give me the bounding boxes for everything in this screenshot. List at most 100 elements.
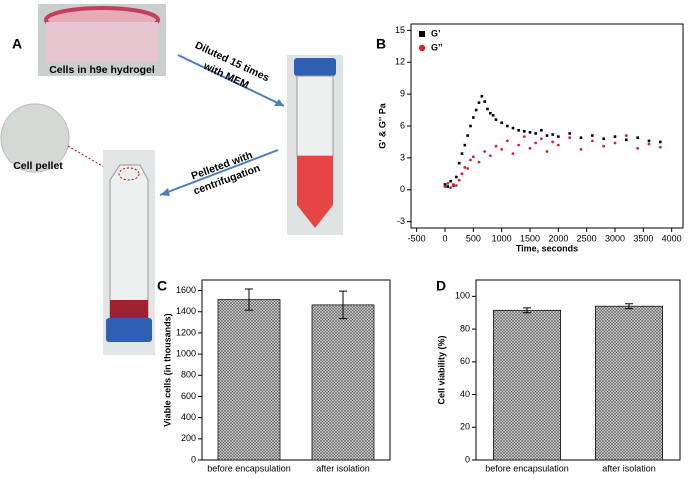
y-tick-label: -3 <box>397 216 405 226</box>
point <box>602 137 605 141</box>
arrow-head <box>160 188 170 196</box>
point <box>443 183 447 186</box>
point <box>446 185 450 188</box>
tube-liquid <box>110 300 148 320</box>
arrow <box>159 149 279 196</box>
point <box>506 124 509 128</box>
error-bar <box>245 288 253 311</box>
point <box>528 146 532 150</box>
x-tick-label: before encapsulation <box>207 463 291 473</box>
point <box>469 158 472 162</box>
point <box>523 130 526 133</box>
point <box>636 146 640 150</box>
point <box>466 167 470 170</box>
tube-cap <box>294 58 336 76</box>
point <box>613 141 617 145</box>
point <box>466 134 469 137</box>
legend-label: G’ <box>431 28 441 38</box>
x-tick-label: 1000 <box>492 233 512 243</box>
y-tick-label: 12 <box>395 57 405 67</box>
point <box>659 140 662 144</box>
point <box>455 175 458 179</box>
point <box>488 154 492 158</box>
legend-marker <box>419 31 425 37</box>
point <box>486 107 489 111</box>
point <box>568 136 572 140</box>
y-tick-label: 80 <box>460 323 470 333</box>
point <box>545 150 549 153</box>
point <box>647 139 651 143</box>
point <box>460 152 464 155</box>
y-tick-label: 0 <box>465 454 470 464</box>
point <box>469 124 472 128</box>
point <box>579 136 583 139</box>
point <box>494 144 498 148</box>
panel-letter: B <box>376 36 386 52</box>
point <box>557 135 560 138</box>
panel-a: A Cells in h9e hydrogel Diluted 15 times… <box>0 4 343 355</box>
panel-letter: A <box>12 36 22 52</box>
zoom-line <box>67 145 117 175</box>
error-bar <box>523 307 531 314</box>
x-tick-label: before encapsulation <box>485 463 569 473</box>
point <box>471 155 475 159</box>
point <box>483 100 486 103</box>
arrow <box>177 54 285 107</box>
plot-frame <box>410 23 684 229</box>
y-tick-label: 15 <box>395 25 405 35</box>
point <box>591 134 594 137</box>
point <box>460 172 464 176</box>
point <box>511 152 515 156</box>
point <box>500 147 504 151</box>
bar <box>492 309 562 461</box>
point <box>658 145 662 149</box>
bar <box>311 304 375 461</box>
point <box>483 150 487 153</box>
x-tick-label: 500 <box>466 233 481 243</box>
tube-body <box>296 75 334 157</box>
point <box>625 138 628 142</box>
x-tick-label: -500 <box>408 233 426 243</box>
point <box>556 143 560 147</box>
point <box>522 135 526 139</box>
point <box>534 132 537 135</box>
y-tick-label: 0 <box>191 454 196 464</box>
pellet-label: Cell pellet <box>13 160 63 172</box>
point <box>474 108 478 112</box>
point <box>449 186 453 190</box>
point <box>545 134 549 137</box>
x-tick-label: 3000 <box>605 233 625 243</box>
y-axis-title: Viable cells (in thousands) <box>162 313 172 426</box>
y-axis-title: G' & G'' Pa <box>377 102 387 148</box>
x-tick-label: 4000 <box>662 233 682 243</box>
y-tick-label: 3 <box>400 152 405 162</box>
tube-body <box>109 164 149 319</box>
point <box>494 118 498 121</box>
x-tick-label: after isolation <box>602 463 656 473</box>
point <box>472 116 475 119</box>
y-tick-label: 600 <box>181 391 196 401</box>
point <box>489 111 492 115</box>
point <box>454 184 458 187</box>
point <box>463 143 467 147</box>
point <box>500 121 503 125</box>
point <box>528 131 532 134</box>
x-tick-label: 3500 <box>633 233 653 243</box>
pellet-zoom <box>0 103 70 173</box>
point <box>613 135 617 138</box>
y-tick-label: 9 <box>400 89 405 99</box>
error-bar <box>339 290 347 320</box>
point <box>636 136 639 139</box>
point <box>457 178 461 182</box>
point <box>539 137 543 141</box>
point <box>477 160 481 164</box>
plot-frame <box>201 279 391 461</box>
point <box>480 94 484 98</box>
point <box>624 134 628 137</box>
y-tick-label: 60 <box>460 356 470 366</box>
tube-liquid <box>297 156 333 228</box>
point <box>443 185 447 188</box>
point <box>477 101 481 104</box>
tube-cap <box>106 318 152 342</box>
point <box>452 183 455 186</box>
